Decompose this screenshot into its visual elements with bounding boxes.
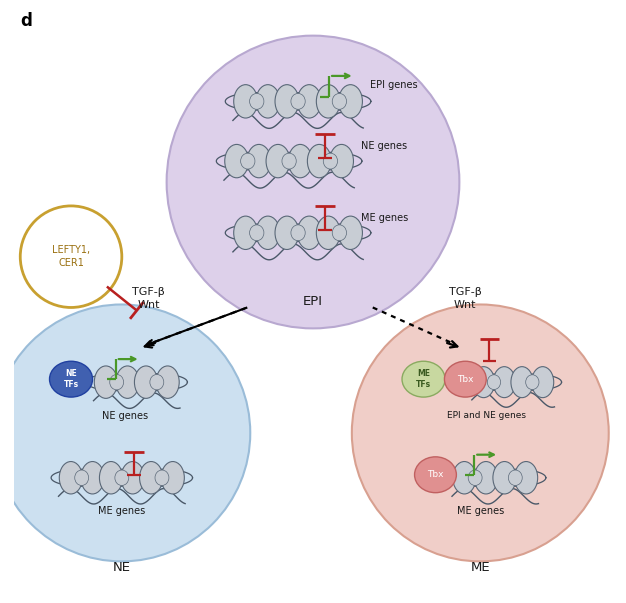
Ellipse shape	[487, 375, 501, 390]
Ellipse shape	[316, 84, 340, 118]
Ellipse shape	[266, 144, 290, 178]
Ellipse shape	[150, 374, 164, 390]
Text: NE genes: NE genes	[361, 141, 407, 151]
Ellipse shape	[339, 84, 362, 118]
Ellipse shape	[297, 84, 321, 118]
Ellipse shape	[275, 216, 299, 250]
Ellipse shape	[225, 144, 249, 178]
Ellipse shape	[330, 144, 354, 178]
Ellipse shape	[250, 225, 264, 241]
Text: ME genes: ME genes	[361, 213, 408, 223]
Text: EPI and NE genes: EPI and NE genes	[447, 411, 526, 420]
Ellipse shape	[453, 461, 476, 494]
Ellipse shape	[156, 366, 179, 399]
Ellipse shape	[95, 366, 118, 399]
Ellipse shape	[275, 84, 299, 118]
Ellipse shape	[110, 374, 123, 390]
Ellipse shape	[473, 367, 495, 397]
Ellipse shape	[59, 461, 83, 494]
Ellipse shape	[493, 461, 516, 494]
Text: NE
TFs: NE TFs	[63, 370, 79, 389]
Text: NE: NE	[113, 561, 131, 574]
Ellipse shape	[316, 216, 340, 250]
Circle shape	[20, 206, 122, 308]
Text: ME genes: ME genes	[456, 507, 504, 516]
Ellipse shape	[49, 361, 93, 397]
Text: Tbx: Tbx	[427, 470, 444, 479]
Ellipse shape	[307, 144, 331, 178]
Text: NE genes: NE genes	[102, 411, 148, 421]
Circle shape	[167, 36, 459, 329]
Text: ME: ME	[471, 561, 490, 574]
Text: TGF-β
Wnt: TGF-β Wnt	[132, 287, 165, 310]
Ellipse shape	[282, 153, 296, 169]
Ellipse shape	[508, 470, 522, 485]
Text: EPI: EPI	[303, 295, 323, 308]
Ellipse shape	[116, 366, 139, 399]
Ellipse shape	[250, 93, 264, 109]
Ellipse shape	[511, 367, 533, 397]
Ellipse shape	[414, 457, 456, 493]
Ellipse shape	[161, 461, 184, 494]
Text: TGF-β
Wnt: TGF-β Wnt	[449, 287, 482, 310]
Ellipse shape	[74, 470, 89, 485]
Ellipse shape	[135, 366, 158, 399]
Ellipse shape	[468, 470, 482, 485]
Text: LEFTY1,
CER1: LEFTY1, CER1	[52, 245, 90, 268]
Text: ME genes: ME genes	[98, 507, 145, 516]
Ellipse shape	[140, 461, 163, 494]
Ellipse shape	[332, 93, 347, 109]
Circle shape	[352, 305, 608, 561]
Text: ME
TFs: ME TFs	[416, 370, 431, 389]
Ellipse shape	[323, 153, 337, 169]
Ellipse shape	[240, 153, 255, 169]
Ellipse shape	[515, 461, 538, 494]
Ellipse shape	[297, 216, 321, 250]
Ellipse shape	[332, 225, 347, 241]
Ellipse shape	[233, 216, 257, 250]
Circle shape	[0, 305, 250, 561]
Ellipse shape	[155, 470, 169, 485]
Ellipse shape	[339, 216, 362, 250]
Ellipse shape	[531, 367, 554, 397]
Ellipse shape	[475, 461, 498, 494]
Ellipse shape	[291, 225, 305, 241]
Ellipse shape	[121, 461, 144, 494]
Ellipse shape	[247, 144, 271, 178]
Ellipse shape	[289, 144, 312, 178]
Text: d: d	[20, 11, 32, 30]
Ellipse shape	[291, 93, 305, 109]
Ellipse shape	[444, 361, 486, 397]
Ellipse shape	[256, 84, 280, 118]
Ellipse shape	[402, 361, 445, 397]
Text: EPI genes: EPI genes	[370, 80, 418, 90]
Ellipse shape	[493, 367, 515, 397]
Ellipse shape	[233, 84, 257, 118]
Ellipse shape	[81, 461, 104, 494]
Ellipse shape	[526, 375, 539, 390]
Ellipse shape	[256, 216, 280, 250]
Ellipse shape	[100, 461, 123, 494]
Ellipse shape	[115, 470, 129, 485]
Text: Tbx: Tbx	[457, 374, 474, 384]
